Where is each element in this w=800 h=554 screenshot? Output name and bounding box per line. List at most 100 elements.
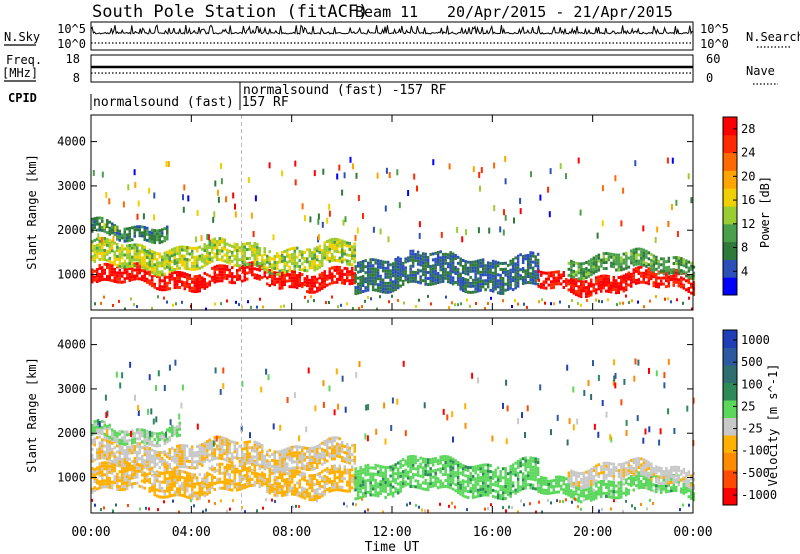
- power-echo-cell: [241, 267, 244, 271]
- power-echo-cell: [596, 232, 599, 239]
- power-echo-cell: [105, 192, 108, 198]
- power-echo-cell: [431, 252, 435, 256]
- power-echo-cell: [328, 259, 331, 263]
- power-echo-cell: [301, 256, 304, 260]
- power-echo-cell: [116, 245, 119, 249]
- power-echo-cell: [191, 252, 194, 256]
- velocity-echo-cell: [471, 486, 475, 490]
- power-echo-cell: [146, 268, 149, 271]
- velocity-echo-cell: [183, 470, 186, 474]
- power-echo-cell: [328, 276, 331, 280]
- velocity-echo-cell: [456, 479, 460, 482]
- power-echo-cell: [341, 254, 344, 258]
- power-echo-cell: [271, 263, 274, 267]
- power-echo-cell: [414, 280, 417, 283]
- power-echo-cell: [226, 254, 229, 258]
- power-echo-cell: [268, 275, 271, 278]
- power-echo-cell: [519, 268, 522, 272]
- power-echo-cell: [542, 280, 545, 284]
- velocity-echo-cell: [374, 478, 377, 482]
- power-echo-cell: [426, 277, 430, 280]
- velocity-echo-cell: [461, 470, 465, 474]
- velocity-echo-cell: [469, 466, 472, 470]
- power-echo-cell: [228, 249, 231, 253]
- power-echo-cell: [534, 270, 537, 274]
- power-echo-cell: [306, 257, 309, 261]
- power-echo-cell: [369, 258, 372, 262]
- power-echo-cell: [590, 264, 593, 268]
- power-y-axis-label: Slant Range [km]: [25, 154, 39, 270]
- power-echo-cell: [595, 276, 598, 280]
- velocity-echo-cell: [263, 460, 266, 464]
- power-echo-cell: [273, 283, 276, 287]
- power-echo-cell: [286, 273, 289, 277]
- velocity-echo-cell: [361, 480, 365, 484]
- power-echo-cell: [136, 243, 139, 247]
- power-echo-cell: [386, 266, 390, 270]
- power-echo-cell: [328, 210, 331, 217]
- power-echo-cell: [173, 271, 176, 275]
- power-echo-cell: [630, 284, 633, 288]
- y-tick-label: 1000: [57, 268, 86, 282]
- power-echo-cell: [123, 247, 126, 251]
- power-echo-cell: [640, 253, 643, 257]
- velocity-echo-cell: [108, 461, 111, 465]
- power-echo-cell: [303, 280, 306, 284]
- power-echo-cell: [301, 203, 304, 210]
- power-echo-cell: [148, 263, 151, 267]
- power-echo-cell: [548, 211, 551, 218]
- power-echo-cell: [692, 290, 695, 293]
- velocity-echo-cell: [346, 460, 349, 464]
- power-echo-cell: [550, 283, 553, 287]
- power-echo-cell: [692, 281, 695, 284]
- power-echo-cell: [421, 258, 425, 262]
- power-echo-cell: [198, 274, 201, 278]
- velocity-echo-cell: [338, 446, 341, 450]
- power-echo-cell: [146, 271, 149, 275]
- velocity-echo-cell: [296, 469, 299, 473]
- velocity-echo-cell: [178, 462, 181, 466]
- power-echo-cell: [138, 234, 141, 238]
- velocity-echo-cell: [146, 448, 149, 452]
- power-echo-cell: [597, 281, 600, 285]
- velocity-echo-cell: [471, 474, 475, 478]
- velocity-echo-cell: [226, 478, 229, 482]
- power-echo-cell: [346, 276, 349, 280]
- velocity-echo-cell: [156, 479, 159, 483]
- velocity-echo-cell: [481, 490, 485, 494]
- power-echo-cell: [108, 247, 111, 251]
- power-echo-cell: [118, 255, 121, 259]
- velocity-echo-cell: [153, 470, 156, 474]
- power-echo-cell: [351, 257, 354, 261]
- velocity-echo-cell: [293, 468, 296, 472]
- power-echo-cell: [233, 281, 236, 285]
- velocity-echo-cell: [163, 495, 166, 499]
- power-echo-cell: [351, 251, 354, 255]
- velocity-echo-cell: [278, 476, 281, 480]
- velocity-echo-cell: [298, 473, 301, 477]
- power-echo-cell: [301, 262, 304, 266]
- power-echo-cell: [432, 159, 435, 166]
- power-echo-cell: [394, 273, 397, 276]
- power-echo-cell: [529, 278, 532, 282]
- velocity-echo-cell: [364, 488, 367, 492]
- power-echo-cell: [168, 270, 171, 274]
- velocity-echo-cell: [183, 488, 186, 492]
- power-echo-cell: [116, 280, 119, 284]
- power-echo-cell: [401, 279, 405, 283]
- velocity-echo-cell: [153, 490, 156, 494]
- power-echo-cell: [311, 284, 314, 288]
- velocity-echo-cell: [131, 485, 134, 489]
- velocity-echo-cell: [211, 440, 214, 444]
- power-echo-cell: [153, 266, 156, 270]
- velocity-echo-cell: [516, 483, 520, 487]
- power-echo-cell: [620, 262, 623, 266]
- power-echo-cell: [371, 282, 375, 286]
- power-echo-cell: [356, 227, 359, 234]
- velocity-echo-cell: [426, 485, 430, 489]
- velocity-echo-cell: [436, 486, 440, 490]
- power-echo-cell: [612, 256, 616, 260]
- velocity-echo-cell: [198, 462, 201, 466]
- velocity-echo-cell: [459, 489, 462, 493]
- power-echo-cell: [111, 273, 114, 277]
